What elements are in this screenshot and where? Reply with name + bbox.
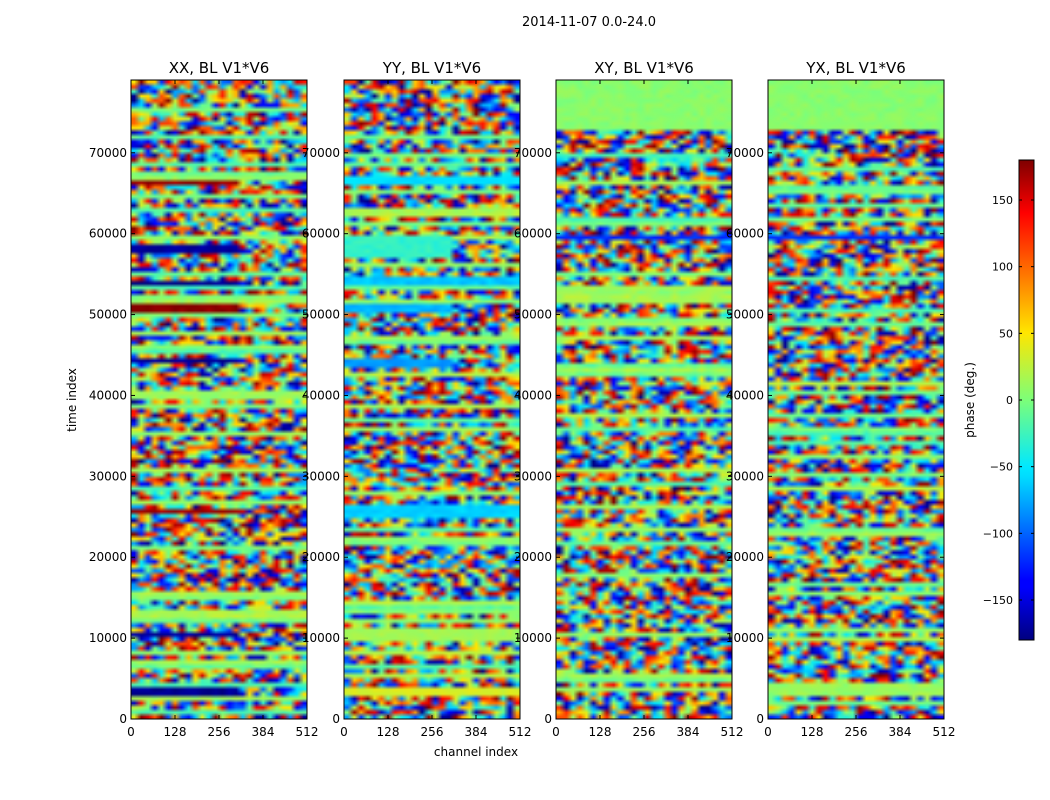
panel-title: XX, BL V1*V6 bbox=[169, 59, 270, 77]
x-tick-label: 128 bbox=[377, 725, 400, 739]
colorbar-tick-label: 150 bbox=[992, 194, 1013, 207]
y-tick-label: 20000 bbox=[726, 550, 764, 564]
y-tick-label: 0 bbox=[119, 712, 127, 726]
y-tick-label: 0 bbox=[544, 712, 552, 726]
y-tick-label: 0 bbox=[756, 712, 764, 726]
panel-yx: YX, BL V1*V6 0 128 256 384 512 0 10000 20000 3000… bbox=[726, 59, 956, 739]
panel-xy: XY, BL V1*V6 0 128 256 384 512 0 10000 20000 3000… bbox=[514, 59, 744, 739]
y-tick-label: 70000 bbox=[89, 146, 127, 160]
y-tick-label: 30000 bbox=[514, 469, 552, 483]
phase-heatmap bbox=[131, 80, 307, 719]
y-tick-label: 70000 bbox=[726, 146, 764, 160]
y-tick-label: 60000 bbox=[89, 227, 127, 241]
colorbar-tick-label: −50 bbox=[990, 461, 1013, 474]
y-tick-label: 60000 bbox=[726, 227, 764, 241]
y-tick-label: 60000 bbox=[514, 227, 552, 241]
x-tick-label: 0 bbox=[127, 725, 135, 739]
x-tick-label: 384 bbox=[889, 725, 912, 739]
y-axis-label: time index bbox=[65, 368, 79, 432]
x-tick-label: 256 bbox=[208, 725, 231, 739]
x-tick-label: 0 bbox=[340, 725, 348, 739]
y-tick-label: 30000 bbox=[89, 469, 127, 483]
y-tick-label: 40000 bbox=[302, 388, 340, 402]
y-tick-label: 40000 bbox=[726, 388, 764, 402]
y-tick-label: 60000 bbox=[302, 227, 340, 241]
x-tick-label: 384 bbox=[677, 725, 700, 739]
x-tick-label: 256 bbox=[845, 725, 868, 739]
x-tick-label: 512 bbox=[296, 725, 319, 739]
y-tick-label: 40000 bbox=[89, 388, 127, 402]
x-tick-label: 256 bbox=[421, 725, 444, 739]
colorbar-ticks: 150 100 50 0 −50 −100 −150 bbox=[983, 194, 1034, 607]
figure-title: 2014-11-07 0.0-24.0 bbox=[522, 15, 656, 30]
y-tick-label: 50000 bbox=[514, 308, 552, 322]
panel-title: YX, BL V1*V6 bbox=[805, 59, 906, 77]
panel-yy: YY, BL V1*V6 0 128 256 384 512 0 10000 20000 3000… bbox=[302, 59, 532, 739]
y-tick-label: 50000 bbox=[89, 308, 127, 322]
y-tick-label: 30000 bbox=[726, 469, 764, 483]
y-tick-label: 10000 bbox=[514, 631, 552, 645]
y-tick-label: 20000 bbox=[89, 550, 127, 564]
phase-heatmap bbox=[344, 80, 520, 719]
y-tick-label: 50000 bbox=[302, 308, 340, 322]
y-tick-label: 70000 bbox=[514, 146, 552, 160]
panel-title: YY, BL V1*V6 bbox=[382, 59, 481, 77]
y-tick-label: 50000 bbox=[726, 308, 764, 322]
y-tick-label: 40000 bbox=[514, 388, 552, 402]
x-tick-label: 512 bbox=[721, 725, 744, 739]
y-tick-label: 20000 bbox=[302, 550, 340, 564]
colorbar-tick-label: 100 bbox=[992, 261, 1013, 274]
y-tick-label: 30000 bbox=[302, 469, 340, 483]
y-tick-label: 10000 bbox=[302, 631, 340, 645]
x-tick-label: 384 bbox=[465, 725, 488, 739]
x-tick-label: 128 bbox=[801, 725, 824, 739]
colorbar: 150 100 50 0 −50 −100 −150 phase (deg.) bbox=[963, 159, 1035, 641]
colorbar-tick-label: −100 bbox=[983, 527, 1013, 540]
phase-heatmap bbox=[556, 80, 732, 719]
colorbar-tick-label: −150 bbox=[983, 594, 1013, 607]
panel-title: XY, BL V1*V6 bbox=[594, 59, 694, 77]
x-tick-label: 256 bbox=[633, 725, 656, 739]
x-tick-label: 0 bbox=[764, 725, 772, 739]
colorbar-tick-label: 50 bbox=[999, 327, 1013, 340]
x-tick-label: 512 bbox=[933, 725, 956, 739]
x-axis-label: channel index bbox=[434, 745, 518, 759]
x-tick-label: 0 bbox=[552, 725, 560, 739]
colorbar-tick-label: 0 bbox=[1006, 394, 1013, 407]
y-tick-label: 20000 bbox=[514, 550, 552, 564]
panels-container: XX, BL V1*V6 0 128 256 384 512 0 10000 20000 3000… bbox=[89, 59, 956, 739]
y-tick-label: 0 bbox=[332, 712, 340, 726]
colorbar-label: phase (deg.) bbox=[963, 362, 977, 438]
y-tick-label: 70000 bbox=[302, 146, 340, 160]
y-tick-label: 10000 bbox=[726, 631, 764, 645]
x-tick-label: 384 bbox=[252, 725, 275, 739]
phase-heatmap bbox=[768, 80, 944, 719]
x-tick-label: 512 bbox=[509, 725, 532, 739]
y-tick-label: 10000 bbox=[89, 631, 127, 645]
x-tick-label: 128 bbox=[164, 725, 187, 739]
x-tick-label: 128 bbox=[589, 725, 612, 739]
panel-xx: XX, BL V1*V6 0 128 256 384 512 0 10000 20000 3000… bbox=[89, 59, 319, 739]
